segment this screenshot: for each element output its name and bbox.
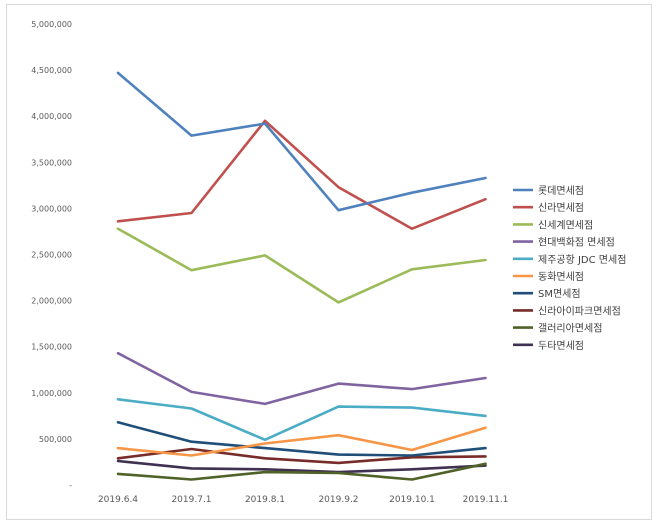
y-tick-label: 4,000,000 (31, 112, 72, 121)
y-tick-label: 500,000 (39, 435, 72, 444)
series-line (116, 119, 487, 230)
y-tick-label: 5,000,000 (31, 20, 72, 29)
legend-label: 현대백화점 면세점 (538, 237, 615, 249)
chart-frame (6, 4, 652, 520)
y-tick-label: 2,500,000 (31, 251, 72, 260)
series-line (116, 227, 487, 304)
legend-label: SM면세점 (538, 288, 581, 300)
y-tick-label: 2,000,000 (31, 297, 72, 306)
y-axis: - 500,000 1,000,000 1,500,000 2,000,000 2,500… (31, 20, 72, 490)
y-tick-label: 1,500,000 (31, 343, 72, 352)
legend-label: 신라아이파크면세점 (538, 305, 621, 317)
legend-label: 갤러리아면세점 (538, 323, 602, 335)
series-line (116, 426, 487, 457)
x-tick-label: 2019.9.2 (318, 495, 358, 505)
series-line (116, 71, 487, 212)
y-tick-label: - (69, 481, 72, 490)
series-line (116, 351, 487, 406)
legend-label: 동화면세점 (538, 271, 584, 283)
x-tick-label: 2019.7.1 (171, 495, 211, 505)
series-line (116, 447, 487, 465)
y-tick-label: 3,500,000 (31, 158, 72, 167)
x-tick-label: 2019.6.4 (98, 495, 138, 505)
x-tick-label: 2019.8.1 (245, 495, 285, 505)
series-line (116, 459, 487, 474)
y-tick-label: 3,000,000 (31, 204, 72, 213)
y-tick-label: 4,500,000 (31, 66, 72, 75)
legend-label: 롯데면세점 (538, 185, 584, 197)
series-line (116, 420, 487, 457)
y-tick-label: 1,000,000 (31, 389, 72, 398)
series-lines (116, 71, 487, 481)
legend-label: 제주공항 JDC 면세점 (538, 254, 626, 266)
x-axis: 2019.6.4 2019.7.1 2019.8.1 2019.9.2 2019.10.… (98, 495, 508, 505)
series-line (116, 462, 487, 481)
x-tick-label: 2019.10.1 (389, 495, 435, 505)
legend-label: 신세계면세점 (538, 219, 593, 231)
legend-label: 두타면세점 (538, 340, 584, 352)
legend-label: 신라면세점 (538, 202, 584, 214)
x-tick-label: 2019.11.1 (463, 495, 509, 505)
series-line (116, 397, 487, 442)
